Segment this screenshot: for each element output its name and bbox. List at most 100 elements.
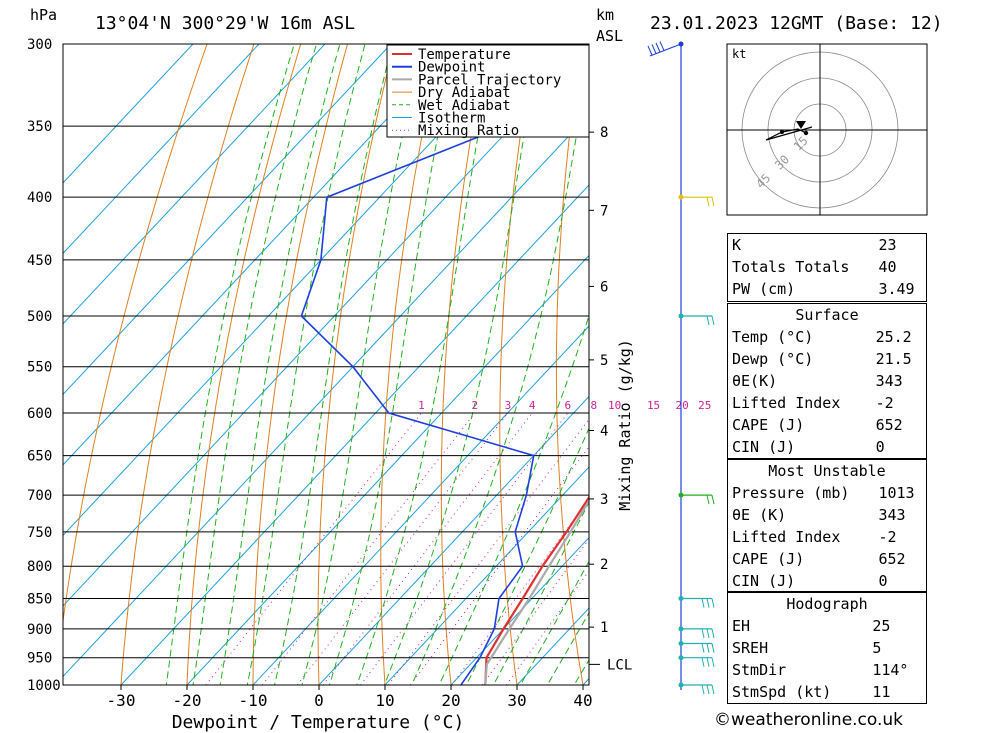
wind-barb-feather [706, 197, 710, 207]
hodograph-unit: kt [732, 47, 746, 61]
mixing-ratio-label: 2 [472, 399, 479, 412]
mixing-ratio-label: 20 [675, 399, 688, 412]
wind-barb-feather [655, 42, 661, 53]
wet-adiabat-line [546, 611, 589, 685]
isotherm-line [450, 536, 589, 685]
dry-adiabat-line [120, 44, 255, 685]
wet-adiabat-line [383, 44, 541, 685]
hodo-row-value: 25 [872, 617, 891, 635]
mixing-ratio-line [481, 538, 589, 685]
temp-tick-label: -30 [107, 691, 136, 710]
background-lines [63, 7, 1000, 711]
temp-tick-label: 10 [375, 691, 394, 710]
asl-label: ASL [596, 27, 623, 45]
pressure-tick-label: 850 [27, 591, 52, 607]
mu-row-label: θE (K) [732, 506, 787, 524]
isotherm-line [63, 113, 589, 678]
mu-row-value: 0 [878, 572, 888, 590]
lcl-label: LCL [607, 657, 632, 673]
pressure-tick-label: 650 [27, 449, 52, 465]
mixing-ratio-label: 6 [564, 399, 571, 412]
wind-barb-feather [711, 315, 715, 326]
km-tick-label: 1 [600, 620, 608, 636]
legend-label: Wet Adiabat [418, 98, 511, 114]
wind-barb-feather [711, 657, 715, 667]
wet-adiabat-line [438, 314, 589, 685]
wet-adiabat-line [301, 44, 424, 685]
wet-adiabat-line [192, 44, 318, 685]
dry-adiabat-line [954, 7, 1000, 711]
km-tick-label: 8 [600, 125, 608, 141]
surface-row-label: CAPE (J) [732, 416, 805, 434]
mixing-ratio-line [296, 412, 509, 685]
wet-adiabat-line [356, 44, 496, 685]
pressure-tick-label: 450 [27, 253, 52, 269]
hodo-row-label: StmSpd (kt) [732, 683, 832, 701]
dry-adiabat-line [440, 44, 489, 685]
km-tick-label: 7 [600, 203, 608, 219]
wet-adiabat-line [328, 44, 458, 685]
pressure-tick-label: 300 [27, 37, 52, 53]
axis-labels: 1 2 3 4 6 8 10 15 20 2530035040045050055060065070… [27, 37, 711, 710]
pw-value: 3.49 [878, 280, 915, 298]
legend-label: Temperature [418, 47, 511, 63]
datetime-title: 23.01.2023 12GMT (Base: 12) [650, 13, 943, 34]
credit-text[interactable]: ©weatheronline.co.uk [714, 710, 904, 730]
wind-barb-feather [711, 643, 715, 653]
surface-row-value: 25.2 [875, 328, 912, 346]
pressure-tick-label: 1000 [27, 678, 61, 694]
hodo-row-value: 114° [872, 661, 909, 679]
x-axis-title: Dewpoint / Temperature (°C) [172, 712, 465, 733]
pw-label: PW (cm) [732, 280, 796, 298]
wet-adiabat-line [219, 44, 341, 685]
dry-adiabat-line [252, 44, 349, 685]
mixing-ratio-line [387, 418, 589, 685]
mixing-ratio-label: 4 [529, 399, 536, 412]
wind-barb-feather [711, 684, 715, 695]
plot-frame [62, 43, 590, 686]
wet-adiabat-line [165, 44, 295, 685]
km-label: km [596, 6, 614, 24]
hodograph-stats-title: Hodograph [786, 595, 868, 613]
hodograph-point [780, 130, 784, 134]
mixing-ratio-label: 10 [608, 399, 621, 412]
wind-barb-feather [701, 628, 705, 639]
wind-barb-feather [711, 628, 715, 639]
pressure-tick-label: 500 [27, 309, 52, 325]
wind-barb-feather [706, 598, 710, 608]
mu-row-label: Lifted Index [732, 528, 841, 546]
wet-adiabat-line [273, 44, 393, 685]
wind-barb-feather [701, 598, 705, 608]
isotherm-line [252, 325, 589, 685]
dry-adiabat-line [186, 44, 302, 685]
isotherm-line [318, 395, 589, 685]
legend-label: Isotherm [418, 111, 485, 127]
wind-barb-feather [711, 598, 715, 608]
km-tick-label: 2 [600, 557, 608, 573]
wind-barb-feather [706, 494, 710, 505]
wind-barb-feather [706, 315, 710, 326]
mixing-ratio-label: 15 [647, 399, 660, 412]
pressure-tick-label: 600 [27, 406, 52, 422]
hodo-row-label: StmDir [732, 661, 787, 679]
hodo-row-label: EH [732, 617, 751, 635]
wind-barb-feather [706, 657, 710, 667]
indices-block: K 23 Totals Totals 40 PW (cm) 3.49 [727, 233, 927, 302]
most-unstable-title: Most Unstable [768, 462, 886, 480]
temp-tick-label: 0 [314, 691, 324, 710]
isotherm-line [63, 44, 194, 184]
km-tick-label: 3 [600, 492, 608, 508]
mixing-ratio-line [205, 412, 422, 685]
wet-adiabat-line [519, 560, 589, 685]
mu-row-value: 1013 [878, 484, 915, 502]
mixing-ratio-line [409, 446, 589, 685]
tt-label: Totals Totals [732, 258, 850, 276]
surface-block: Surface Temp (°C) 25.2 Dewp (°C) 21.5 θE(K… [727, 303, 927, 459]
dry-adiabat-line [380, 44, 442, 685]
pressure-tick-label: 950 [27, 651, 52, 667]
legend-label: Mixing Ratio [418, 123, 519, 139]
legend-label: Dewpoint [418, 60, 485, 76]
wind-barb-feather [651, 44, 657, 54]
